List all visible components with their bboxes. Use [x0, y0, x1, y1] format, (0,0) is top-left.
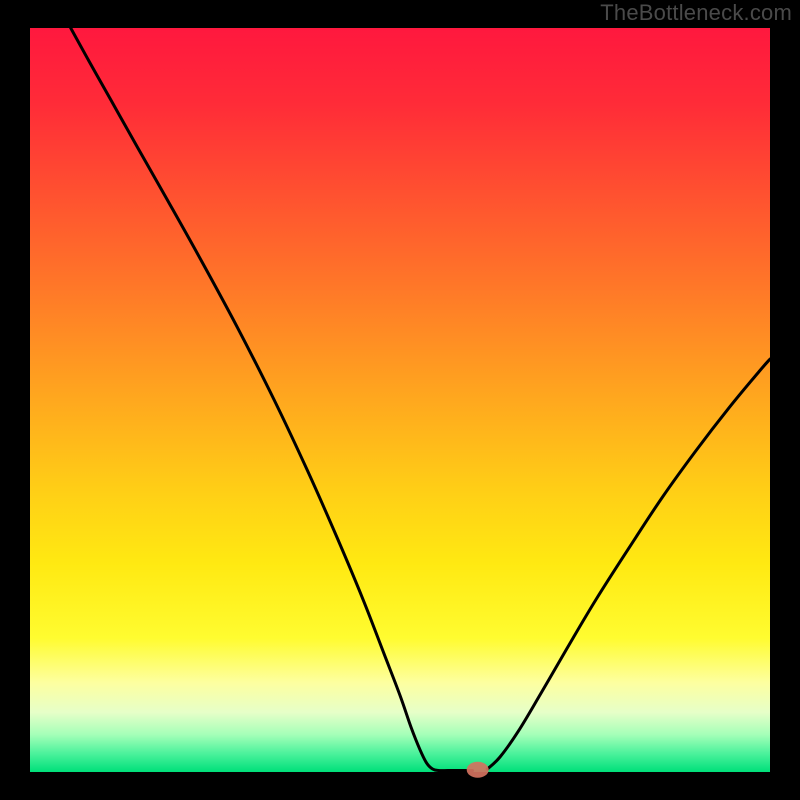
plot-area	[30, 28, 770, 772]
sweet-spot-marker	[467, 762, 489, 778]
watermark-text: TheBottleneck.com	[600, 0, 792, 26]
chart-container: TheBottleneck.com	[0, 0, 800, 800]
bottleneck-chart	[0, 0, 800, 800]
